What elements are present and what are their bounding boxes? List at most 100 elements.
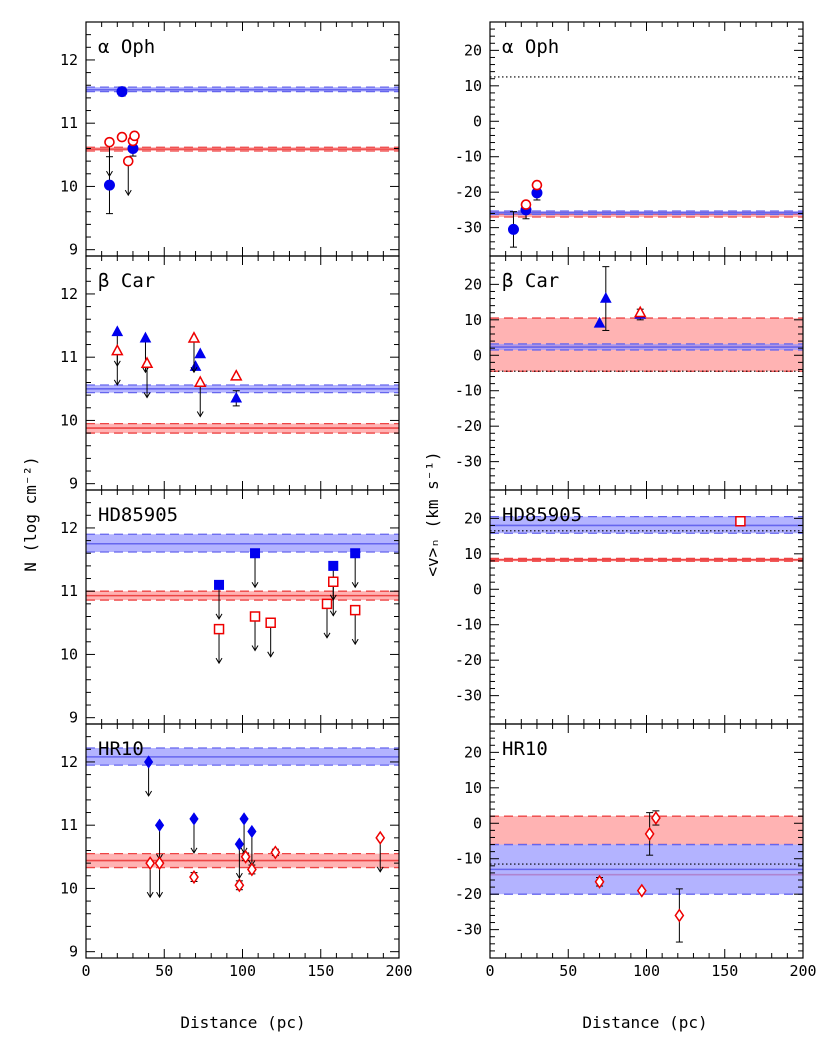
upper-limit-arrowhead [146, 891, 154, 899]
upper-limit-arrowhead [106, 170, 113, 178]
data-point [116, 131, 128, 143]
panel-plot-area [490, 76, 803, 248]
data-point [154, 818, 165, 861]
diamond-marker [650, 810, 661, 826]
diamond-marker [239, 812, 249, 826]
diamond-marker [234, 878, 245, 893]
diamond-marker [270, 845, 281, 860]
upper-limit-arrowhead [351, 638, 359, 646]
circle-marker [507, 223, 519, 235]
upper-limit-arrowhead [215, 657, 223, 665]
y-tick-label: 20 [464, 275, 482, 293]
data-point [239, 812, 249, 854]
y-tick-label: 11 [60, 114, 78, 132]
data-point [650, 810, 661, 826]
y-tick-label: -20 [455, 885, 482, 903]
upper-limit-arrowhead [124, 189, 132, 197]
upper-limit-arrowhead [113, 379, 121, 386]
y-tick-label: 10 [60, 411, 78, 429]
square-marker [328, 560, 339, 571]
diamond-marker [189, 812, 199, 826]
panel-title-label: β Car [502, 270, 559, 292]
upper-limit-arrowhead [351, 581, 359, 589]
panel-title-label: HD85905 [502, 504, 582, 526]
data-point [194, 347, 207, 359]
data-point [229, 369, 243, 381]
triangle-marker [111, 325, 124, 337]
y-tick-label: -30 [455, 219, 482, 237]
data-point [636, 883, 647, 898]
left-x-axis-title: Distance (pc) [180, 1013, 305, 1032]
y-tick-label: -10 [455, 382, 482, 400]
data-point [328, 576, 339, 617]
data-point [249, 611, 261, 652]
y-tick-label: -30 [455, 921, 482, 939]
upper-limit-arrowhead [251, 581, 259, 589]
diamond-marker [246, 862, 257, 877]
upper-limit-arrowhead [190, 366, 198, 374]
x-tick-label: 0 [485, 962, 494, 980]
y-tick-label: -30 [455, 453, 482, 471]
y-tick-label: 0 [473, 814, 482, 832]
square-marker [249, 611, 261, 622]
y-tick-label: 20 [464, 743, 482, 761]
y-tick-label: 20 [464, 509, 482, 527]
y-tick-label: 10 [464, 779, 482, 797]
x-tick-label: 50 [155, 962, 173, 980]
y-tick-label: 20 [464, 41, 482, 59]
panel-plot-area [490, 266, 803, 372]
triangle-marker [187, 331, 201, 343]
diamond-marker [240, 849, 251, 864]
y-tick-label: 0 [473, 346, 482, 364]
y-tick-label: 9 [69, 475, 78, 493]
data-point [246, 862, 257, 877]
y-tick-label: 10 [60, 645, 78, 663]
data-point [187, 331, 201, 374]
triangle-marker [230, 391, 243, 403]
upper-limit-arrowhead [323, 632, 331, 639]
y-tick-label: 10 [60, 177, 78, 195]
data-point [104, 136, 115, 178]
data-point [594, 874, 605, 889]
diamond-marker [143, 755, 154, 769]
y-tick-label: -10 [455, 850, 482, 868]
triangle-marker [194, 347, 207, 359]
diamond-marker [674, 908, 685, 923]
upper-limit-arrowhead [196, 411, 204, 418]
y-tick-label: 11 [60, 348, 78, 366]
panel-title-label: α Oph [98, 36, 155, 58]
data-point [375, 830, 386, 873]
panel-right-1: -30 -20 -10 0 10 20 β Car [455, 255, 804, 491]
diamond-marker [644, 826, 655, 841]
y-tick-label: 0 [473, 112, 482, 130]
upper-limit-arrowhead [235, 872, 243, 880]
diamond-marker [154, 818, 165, 832]
triangle-marker [599, 291, 612, 303]
y-tick-label: 10 [464, 77, 482, 95]
upper-limit-arrowhead [215, 613, 223, 620]
right-y-axis-title: <v>ₙ (km s⁻¹) [423, 451, 442, 576]
data-point [240, 849, 251, 864]
x-tick-label: 200 [385, 962, 412, 980]
square-marker [735, 515, 746, 527]
diamond-marker [594, 874, 605, 889]
upper-limit-arrowhead [145, 790, 153, 797]
data-point [154, 856, 165, 899]
y-tick-label: 10 [464, 311, 482, 329]
diamond-marker [247, 824, 257, 839]
circle-marker [116, 86, 128, 98]
circle-marker [103, 179, 115, 191]
upper-limit-arrowhead [376, 866, 384, 873]
panel-right-0: -30 -20 -10 0 10 20 α Oph [455, 21, 804, 257]
y-tick-label: -30 [455, 687, 482, 705]
data-point [349, 604, 361, 646]
x-tick-label: 200 [789, 962, 816, 980]
diamond-marker [234, 837, 244, 851]
square-marker [214, 579, 225, 590]
circle-marker [520, 199, 532, 210]
panel-left-0: 9 10 11 12 α Oph [60, 21, 400, 259]
data-point [111, 343, 124, 386]
panel-title-label: HR10 [502, 738, 548, 760]
square-marker [321, 598, 333, 610]
circle-marker [531, 179, 543, 191]
